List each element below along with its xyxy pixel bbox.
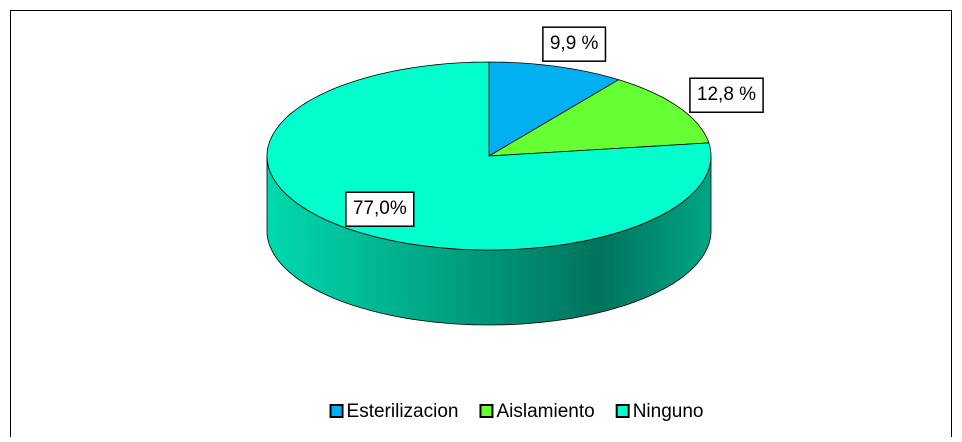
data-label: 9,9 % — [550, 33, 599, 54]
slice-side-shade — [267, 156, 711, 325]
data-label-box — [345, 191, 415, 227]
data-label: 12,8 % — [697, 84, 756, 105]
legend-swatch — [329, 404, 344, 418]
legend-item: Aislamiento — [479, 401, 595, 422]
slice — [488, 61, 620, 157]
legend-label: Ninguno — [633, 401, 704, 422]
legend-label: Aislamiento — [496, 401, 594, 422]
legend-swatch — [615, 404, 630, 418]
data-label: 77,0% — [353, 198, 407, 219]
data-label-box — [542, 26, 607, 62]
legend-swatch — [479, 404, 494, 418]
slice — [488, 79, 710, 157]
legend-label: Esterilizacion — [347, 401, 459, 422]
legend-item: Ninguno — [615, 401, 704, 422]
legend-item: Esterilizacion — [329, 401, 459, 422]
data-label-box — [689, 77, 764, 113]
